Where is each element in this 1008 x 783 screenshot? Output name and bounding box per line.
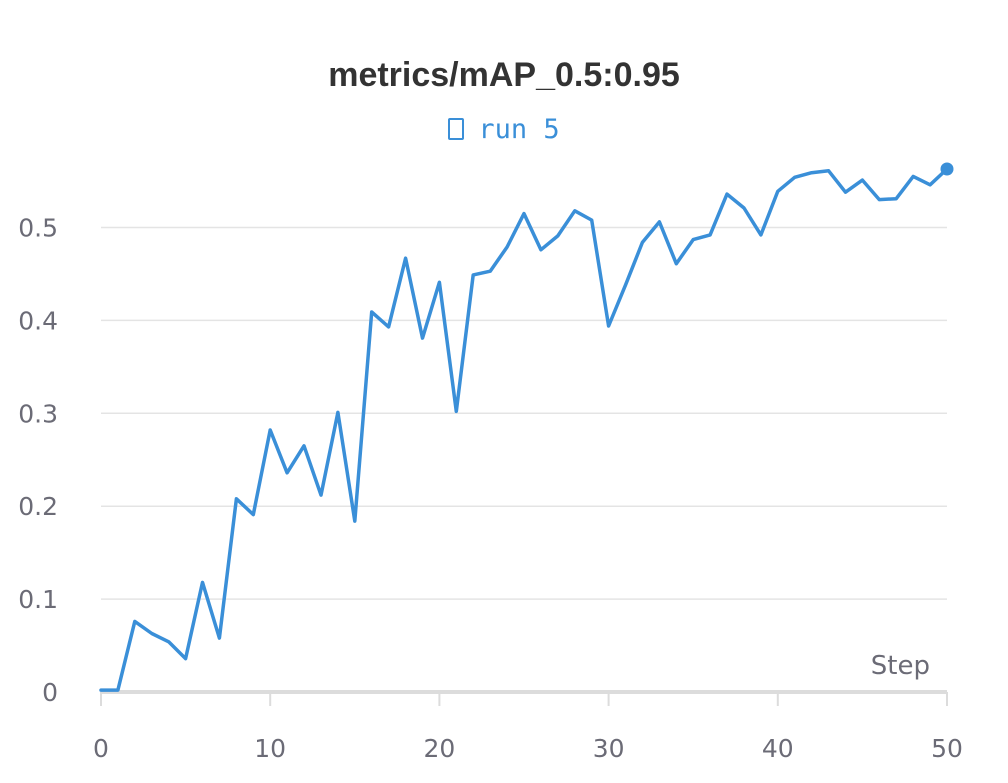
x-tick-label: 30 — [593, 734, 625, 763]
gridlines — [101, 226, 947, 600]
series-end-point[interactable] — [940, 162, 954, 176]
y-tick-label: 0 — [42, 678, 58, 707]
y-tick-label: 0.5 — [18, 214, 58, 243]
y-axis-ticks: 0 0.1 0.2 0.3 0.4 0.5 — [18, 214, 58, 708]
x-tick-label: 0 — [93, 734, 109, 763]
x-tick-label: 40 — [762, 734, 794, 763]
y-tick-label: 0.1 — [18, 585, 58, 614]
x-tick-label: 50 — [931, 734, 963, 763]
x-tick-label: 10 — [254, 734, 286, 763]
x-tick-label: 20 — [423, 734, 455, 763]
y-tick-label: 0.3 — [18, 399, 58, 428]
series-group — [99, 162, 954, 692]
legend[interactable]: run 5 — [0, 114, 1008, 145]
chart-title: metrics/mAP_0.5:0.95 — [328, 56, 680, 94]
series-line[interactable] — [99, 167, 949, 692]
y-tick-label: 0.2 — [18, 492, 58, 521]
x-axis: 0 10 20 30 40 50 — [93, 690, 963, 763]
x-axis-title: Step — [871, 651, 930, 681]
y-tick-label: 0.4 — [18, 306, 58, 335]
legend-swatch-icon — [448, 118, 465, 140]
legend-series-label: run 5 — [478, 114, 560, 145]
